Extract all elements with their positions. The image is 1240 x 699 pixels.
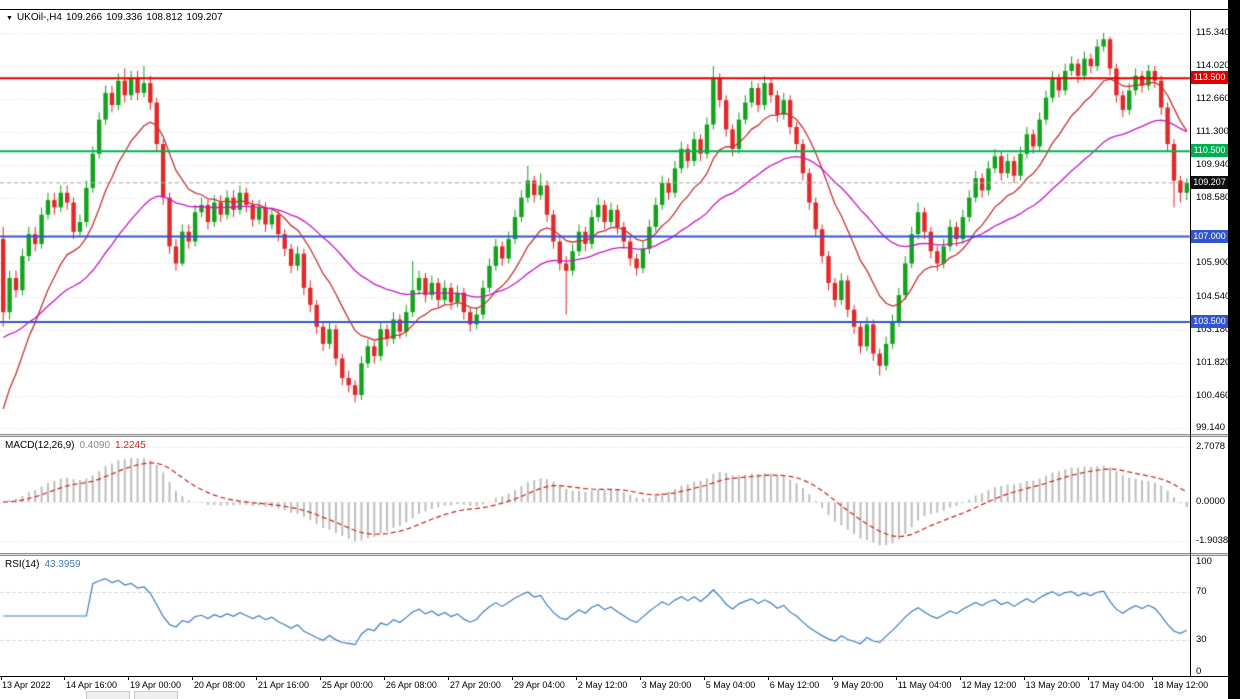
time-axis-tick bbox=[256, 677, 258, 680]
time-axis-label: 13 May 20:00 bbox=[1025, 680, 1081, 690]
time-axis-tick bbox=[64, 677, 66, 680]
rsi-name: RSI(14) bbox=[5, 559, 40, 570]
time-axis-label: 2 May 12:00 bbox=[577, 680, 628, 690]
time-axis-tick bbox=[384, 677, 386, 680]
pane-splitter-macd[interactable] bbox=[0, 434, 1240, 437]
macd-pane: MACD(12,26,9) 0.4090 1.2245 2.7078 0.0000 -1… bbox=[0, 437, 1240, 553]
ohlc-low: 108.812 bbox=[146, 12, 183, 23]
time-axis-tick bbox=[1152, 677, 1154, 680]
candlestick-chart-canvas[interactable] bbox=[0, 10, 1240, 435]
time-axis-tick bbox=[832, 677, 834, 680]
chart-dropdown-icon[interactable]: ▼ bbox=[6, 15, 13, 22]
symbol-timeframe-label: UKOil-,H4 bbox=[16, 12, 62, 23]
time-axis-label: 5 May 04:00 bbox=[705, 680, 756, 690]
chart-tab[interactable] bbox=[134, 691, 178, 699]
time-axis-label: 26 Apr 08:00 bbox=[385, 680, 437, 690]
time-axis[interactable]: 13 Apr 2022 14 Apr 16:00 19 Apr 00:00 20 Ap… bbox=[0, 676, 1240, 690]
macd-chart-canvas[interactable] bbox=[0, 437, 1240, 553]
time-axis-label: 21 Apr 16:00 bbox=[257, 680, 309, 690]
time-axis-tick bbox=[1088, 677, 1090, 680]
chart-title: ▼ UKOil-,H4 109.266 109.336 108.812 109.207 bbox=[6, 12, 227, 23]
time-axis-label: 25 Apr 00:00 bbox=[321, 680, 373, 690]
ohlc-close: 109.207 bbox=[186, 12, 223, 23]
ohlc-open: 109.266 bbox=[65, 12, 103, 23]
macd-indicator-label: MACD(12,26,9) 0.4090 1.2245 bbox=[5, 440, 151, 451]
chart-tab-strip bbox=[0, 690, 1240, 699]
rsi-indicator-label: RSI(14) 43.3959 bbox=[5, 559, 86, 570]
chart-tab[interactable] bbox=[86, 691, 130, 699]
time-axis-tick bbox=[1024, 677, 1026, 680]
time-axis-tick bbox=[640, 677, 642, 680]
time-axis-tick bbox=[960, 677, 962, 680]
rsi-chart-canvas[interactable] bbox=[0, 556, 1240, 676]
time-axis-label: 20 Apr 08:00 bbox=[193, 680, 245, 690]
pane-splitter-rsi[interactable] bbox=[0, 553, 1240, 556]
time-axis-label: 27 Apr 20:00 bbox=[449, 680, 501, 690]
time-axis-tick bbox=[320, 677, 322, 680]
rsi-pane: RSI(14) 43.3959 100 70 30 0 bbox=[0, 556, 1240, 677]
ohlc-high: 109.336 bbox=[106, 12, 143, 23]
time-axis-tick bbox=[0, 677, 2, 680]
time-axis-tick bbox=[896, 677, 898, 680]
time-axis-tick bbox=[192, 677, 194, 680]
time-axis-tick bbox=[704, 677, 706, 680]
time-axis-label: 3 May 20:00 bbox=[641, 680, 692, 690]
time-axis-label: 29 Apr 04:00 bbox=[513, 680, 565, 690]
time-axis-label: 6 May 12:00 bbox=[769, 680, 820, 690]
rsi-value: 43.3959 bbox=[44, 559, 81, 570]
time-axis-label: 18 May 12:00 bbox=[1153, 680, 1209, 690]
time-axis-label: 9 May 20:00 bbox=[833, 680, 884, 690]
time-axis-label: 11 May 04:00 bbox=[897, 680, 952, 690]
time-axis-tick bbox=[512, 677, 514, 680]
time-axis-label: 12 May 12:00 bbox=[961, 680, 1017, 690]
macd-main-value: 0.4090 bbox=[79, 440, 111, 451]
time-axis-label: 19 Apr 00:00 bbox=[129, 680, 181, 690]
time-axis-tick bbox=[576, 677, 578, 680]
macd-name: MACD(12,26,9) bbox=[5, 440, 75, 451]
time-axis-label: 13 Apr 2022 bbox=[2, 680, 51, 690]
price-axis-divider-line bbox=[1190, 9, 1191, 677]
time-axis-tick bbox=[768, 677, 770, 680]
time-axis-label: 14 Apr 16:00 bbox=[65, 680, 118, 690]
main-price-pane: 115.340 114.020 112.660 111.300 109.940 108.5… bbox=[0, 9, 1240, 435]
macd-signal-value: 1.2245 bbox=[115, 440, 146, 451]
right-edge-strip bbox=[1228, 0, 1240, 699]
time-axis-tick bbox=[448, 677, 450, 680]
time-axis-label: 17 May 04:00 bbox=[1089, 680, 1145, 690]
time-axis-tick bbox=[128, 677, 130, 680]
